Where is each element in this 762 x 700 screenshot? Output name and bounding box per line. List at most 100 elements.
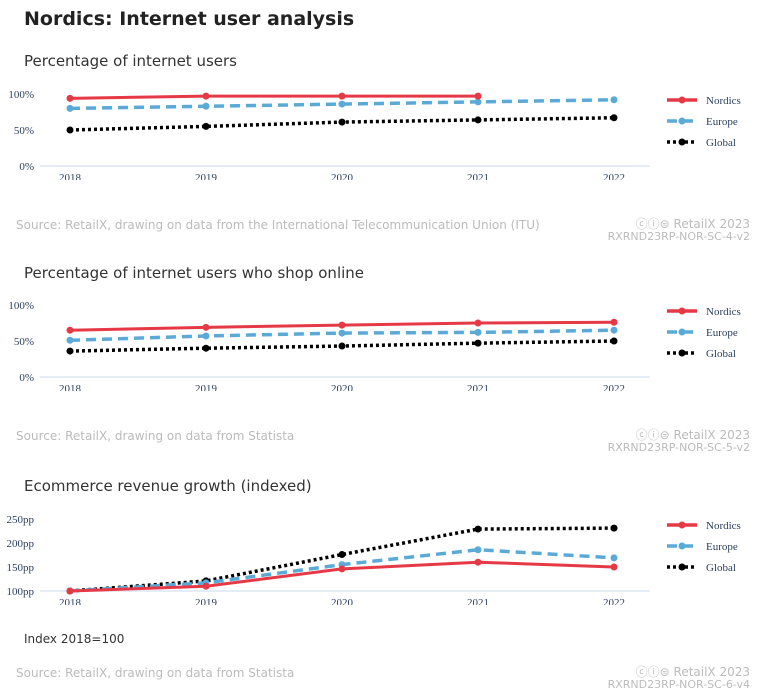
- legend-marker: [678, 117, 686, 125]
- cc-license-icon: ⓒⓘ⊜: [635, 665, 674, 679]
- brand-credit: ⓒⓘ⊜ RetailX 2023 RXRND23RP-NOR-SC-4-v2: [608, 218, 750, 243]
- chart-title: Percentage of internet users: [24, 52, 237, 70]
- page-title: Nordics: Internet user analysis: [24, 8, 355, 30]
- data-point-nordics: [610, 318, 618, 326]
- legend-marker: [678, 563, 686, 571]
- data-point-nordics: [474, 92, 482, 100]
- data-point-europe: [338, 329, 346, 337]
- data-point-global: [474, 339, 482, 347]
- y-tick-label: 100pp: [7, 586, 35, 598]
- data-point-europe: [610, 96, 618, 104]
- source-text: Source: RetailX, drawing on data from th…: [16, 218, 540, 232]
- data-point-nordics: [66, 326, 74, 334]
- brand-label: RetailX 2023: [673, 217, 750, 231]
- data-point-europe: [202, 332, 210, 340]
- y-tick-label: 100%: [8, 300, 34, 312]
- legend-marker: [678, 521, 686, 529]
- data-point-europe: [66, 104, 74, 112]
- data-point-global: [474, 525, 482, 533]
- y-tick-label: 0%: [19, 161, 34, 173]
- data-point-europe: [202, 102, 210, 110]
- x-tick-label: 2022: [603, 172, 625, 180]
- data-point-europe: [66, 336, 74, 344]
- x-tick-label: 2018: [59, 597, 82, 605]
- series-line-global: [69, 526, 615, 593]
- y-tick-label: 200pp: [7, 538, 35, 550]
- data-point-global: [338, 342, 346, 350]
- y-tick-label: 50%: [14, 336, 34, 348]
- y-tick-label: 150pp: [7, 562, 35, 574]
- data-point-europe: [474, 328, 482, 336]
- data-point-nordics: [338, 92, 346, 100]
- x-tick-label: 2021: [467, 383, 489, 391]
- legend-marker: [678, 138, 686, 146]
- y-tick-label: 100%: [8, 89, 34, 101]
- legend-label: Nordics: [706, 306, 741, 318]
- data-point-global: [338, 118, 346, 126]
- x-tick-label: 2022: [603, 597, 625, 605]
- data-point-europe: [474, 98, 482, 106]
- legend-marker: [678, 542, 686, 550]
- x-tick-label: 2019: [195, 597, 218, 605]
- data-point-nordics: [202, 92, 210, 100]
- legend-label: Global: [706, 348, 736, 360]
- chart-title: Percentage of internet users who shop on…: [24, 264, 365, 282]
- cc-license-icon: ⓒⓘ⊜: [635, 428, 674, 442]
- data-point-europe: [338, 100, 346, 108]
- brand-label: RetailX 2023: [673, 665, 750, 679]
- x-tick-label: 2018: [59, 383, 82, 391]
- x-tick-label: 2022: [603, 383, 625, 391]
- data-point-europe: [610, 554, 618, 562]
- data-point-nordics: [338, 321, 346, 329]
- data-point-nordics: [66, 587, 74, 595]
- legend-label: Europe: [706, 116, 738, 128]
- x-tick-label: 2020: [331, 383, 354, 391]
- brand-credit: ⓒⓘ⊜ RetailX 2023 RXRND23RP-NOR-SC-6-v4: [608, 666, 750, 691]
- data-point-global: [610, 524, 618, 532]
- x-tick-label: 2019: [195, 383, 218, 391]
- legend-label: Europe: [706, 327, 738, 339]
- legend-label: Nordics: [706, 520, 741, 532]
- legend-label: Europe: [706, 541, 738, 553]
- series-line-nordics: [69, 94, 478, 100]
- data-point-nordics: [338, 565, 346, 573]
- x-tick-label: 2020: [331, 597, 354, 605]
- internet-users-chart: 0% 50% 100% 2018 2019 2020 2021 2022 Nordics Euro…: [8, 89, 741, 180]
- y-tick-label: 50%: [14, 125, 34, 137]
- x-tick-label: 2021: [467, 172, 489, 180]
- data-point-global: [610, 114, 618, 122]
- data-point-nordics: [202, 323, 210, 331]
- x-tick-label: 2021: [467, 597, 489, 605]
- legend-marker: [678, 307, 686, 315]
- data-point-global: [66, 347, 74, 355]
- data-point-nordics: [610, 563, 618, 571]
- legend-marker: [678, 328, 686, 336]
- source-text: Source: RetailX, drawing on data from St…: [16, 666, 295, 680]
- data-point-nordics: [66, 94, 74, 102]
- data-point-global: [202, 344, 210, 352]
- data-point-global: [610, 337, 618, 345]
- legend-marker: [678, 96, 686, 104]
- data-point-europe: [610, 326, 618, 334]
- online-shoppers-chart: 0% 50% 100% 2018 2019 2020 2021 2022 Nordics Euro…: [8, 300, 741, 391]
- data-point-global: [66, 126, 74, 134]
- data-point-nordics: [202, 582, 210, 590]
- legend-label: Global: [706, 562, 736, 574]
- revenue-growth-chart: 100pp 150pp 200pp 250pp 2018 2019 2020 2021 2022…: [7, 514, 741, 605]
- chart-id: RXRND23RP-NOR-SC-6-v4: [607, 678, 750, 691]
- y-tick-label: 0%: [19, 372, 34, 384]
- data-point-nordics: [474, 558, 482, 566]
- y-tick-label: 250pp: [7, 514, 35, 526]
- x-tick-label: 2019: [195, 172, 218, 180]
- cc-license-icon: ⓒⓘ⊜: [635, 217, 674, 231]
- brand-label: RetailX 2023: [673, 428, 750, 442]
- legend-label: Global: [706, 137, 736, 149]
- legend-label: Nordics: [706, 95, 741, 107]
- source-text: Source: RetailX, drawing on data from St…: [16, 429, 295, 443]
- x-tick-label: 2020: [331, 172, 354, 180]
- data-point-europe: [474, 546, 482, 554]
- data-point-global: [338, 551, 346, 559]
- chart-id: RXRND23RP-NOR-SC-4-v2: [607, 230, 750, 243]
- data-point-global: [202, 122, 210, 130]
- data-point-nordics: [474, 319, 482, 327]
